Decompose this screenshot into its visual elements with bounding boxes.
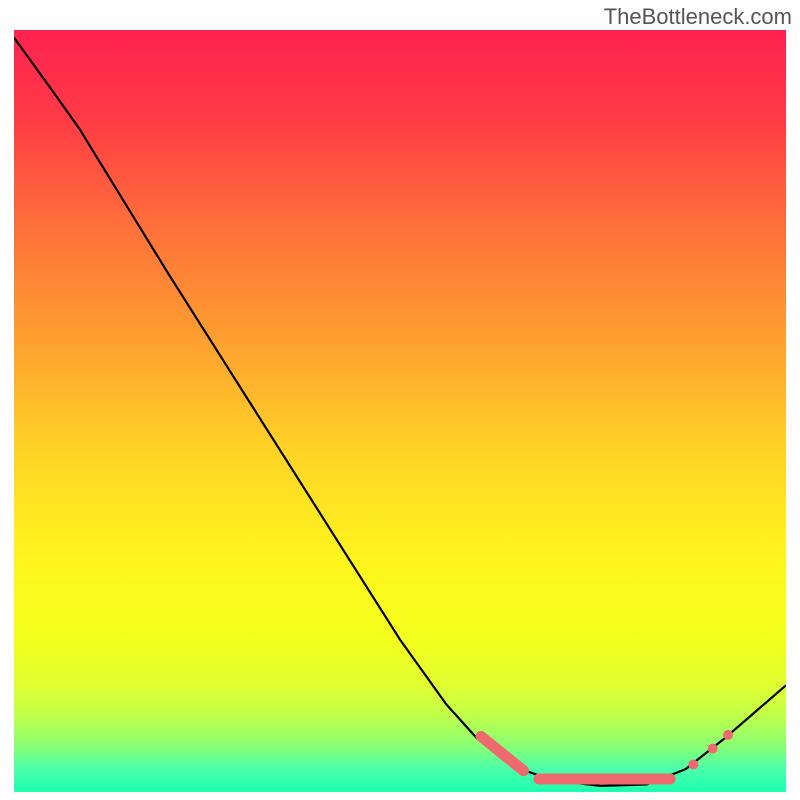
watermark-text: TheBottleneck.com bbox=[604, 4, 792, 30]
marker-dot bbox=[723, 730, 733, 740]
chart-svg bbox=[14, 30, 786, 792]
bottleneck-chart bbox=[14, 30, 786, 792]
marker-dot bbox=[708, 744, 718, 754]
marker-dot bbox=[688, 760, 698, 770]
chart-background bbox=[14, 30, 786, 792]
